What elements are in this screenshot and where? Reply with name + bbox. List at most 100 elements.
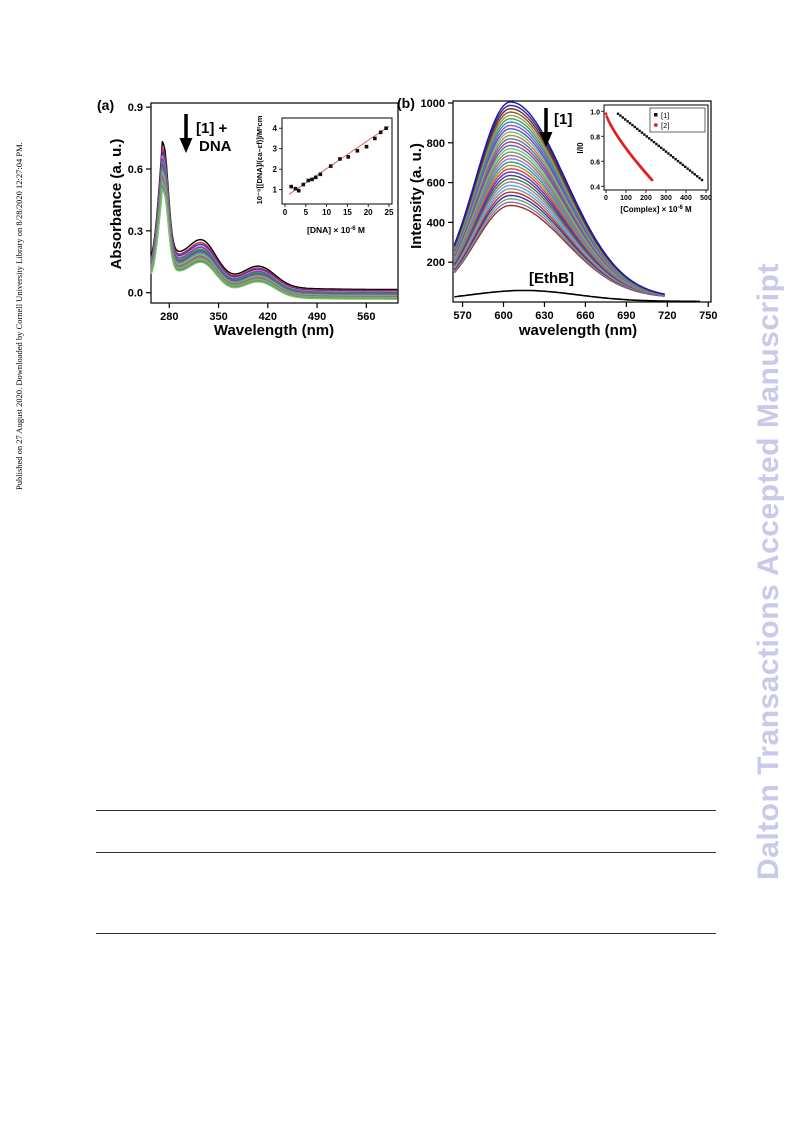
panel-a-ylabel: Absorbance (a. u.) (108, 139, 125, 270)
panel-b-inset-point-series-1 (672, 156, 675, 159)
panel-a-inset-xlabel: [DNA] × 10-6 M (307, 225, 365, 235)
panel-a-inset-point (338, 157, 342, 161)
panel-a-inset-x-tick-label: 15 (343, 208, 352, 217)
panel-a-inset-point (346, 155, 351, 159)
panel-b-inset-point-series-1 (698, 176, 701, 180)
panel-b-ethb-curve (454, 289, 701, 303)
panel-a-annotation-line1: [1] + (196, 120, 228, 137)
panel-b-inset-point-series-1 (700, 178, 704, 182)
panel-b-inset-point-series-1 (633, 125, 636, 129)
panel-b-inset-point-series-1 (693, 173, 696, 176)
panel-a-x-tick-label: 420 (259, 311, 277, 323)
panel-b-y-tick-label: 800 (427, 138, 445, 150)
panel-a-x-tick-label: 490 (308, 311, 326, 323)
panel-b-x-tick-label: 660 (576, 310, 594, 322)
panel-b-inset-x-tick-label: 300 (660, 195, 672, 202)
panel-b-inset-x-tick-label: 0 (604, 195, 608, 202)
panel-a-inset-ylabel: 10⁻⁹[[DNA]/(εa–εf)]/M²cm (255, 115, 264, 204)
panel-a-inset-point (384, 126, 388, 131)
panel-b-inset-point-series-1 (669, 154, 672, 157)
panel-a-inset-y-tick-label: 2 (273, 165, 278, 174)
panel-b-inset-point-series-1 (688, 169, 692, 172)
legend-marker-series-2 (653, 123, 658, 127)
panel-a-y-tick-label: 0.3 (128, 226, 143, 238)
panel-b-inset-point-series-1 (681, 163, 684, 167)
panel-a-x-tick-label: 350 (209, 311, 227, 323)
panel-a-curves (150, 140, 398, 300)
down-arrow-head (179, 138, 193, 153)
panel-b-inset-point-series-1 (624, 118, 627, 121)
panel-b-inset-x-tick-label: 400 (680, 195, 692, 202)
table-top-rule (96, 810, 716, 811)
panel-a-inset-x-tick-label: 10 (322, 208, 331, 217)
table-bottom-rule (96, 933, 716, 934)
panel-b-label: (b) (397, 95, 415, 111)
panel-b-inset-x-tick-label: 100 (620, 195, 632, 202)
panel-b-inset-point-series-1 (664, 150, 668, 153)
panel-b-inset-y-tick-label: 0.4 (590, 184, 600, 191)
panel-b-inset-point-series-1 (638, 129, 641, 132)
panel-a-series-line (150, 140, 398, 291)
panel-a-inset-y-tick-label: 3 (273, 145, 278, 154)
panel-b-inset-point-series-1 (655, 142, 658, 146)
panel-b-inset-ylabel: I/I0 (576, 142, 585, 154)
panel-b-y-tick-label: 1000 (421, 98, 445, 110)
panel-a-inset-point (373, 136, 377, 141)
panel-b-inset-y-tick-label: 0.6 (590, 159, 600, 166)
panel-b-inset-point-series-2 (650, 178, 654, 182)
panel-a-inset-y-tick-label: 1 (273, 186, 278, 195)
panel-b-inset-point-series-1 (657, 144, 660, 148)
panel-b-inset-point-series-1 (619, 114, 622, 117)
panel-b-inset-point-series-2 (604, 112, 608, 116)
legend-box (649, 107, 706, 133)
panel-b-series-line (453, 101, 665, 295)
panel-b-inset-x-tick-label: 500 (700, 195, 712, 202)
panel-a-inset-point (293, 186, 298, 191)
panel-a-y-tick-label: 0.9 (128, 102, 143, 114)
panel-a-inset: 0 5 10 15 20 25 1 2 3 4 [DNA] × 10-6 M 10⁻⁹[[DNA]… (255, 115, 394, 235)
panel-b-x-tick-label: 690 (617, 310, 635, 322)
panel-b-annotation: [1] (554, 111, 572, 128)
legend-label-series-2: [2] (661, 121, 669, 130)
panel-b-frame (452, 100, 712, 303)
panel-b-y-tick-label: 400 (427, 217, 445, 229)
panel-b-inset-x-tick-label: 200 (640, 195, 652, 202)
panel-b: (b) 570 600 630 660 690 720 750 200 400 600 800 100… (397, 95, 717, 339)
panel-b-inset-point-series-1 (631, 123, 634, 127)
panel-b-x-tick-label: 720 (658, 310, 676, 322)
panel-b-inset-point-series-1 (643, 133, 646, 136)
panel-a-inset-point (355, 148, 360, 153)
panel-b-inset-point-series-1 (696, 175, 699, 178)
panel-a-inset-x-tick-label: 20 (364, 208, 373, 217)
panel-a-inset-point (328, 164, 333, 168)
panel-a-label: (a) (97, 97, 114, 113)
panel-b-inset-point-series-1 (662, 148, 665, 151)
panel-b-inset-y-tick-label: 0.8 (590, 134, 600, 141)
panel-a-inset-x-tick-label: 0 (283, 208, 288, 217)
panel-b-curves (453, 101, 701, 303)
down-arrow-head (539, 132, 553, 147)
panel-a-inset-point (364, 144, 369, 149)
panel-a-inset-point (318, 172, 323, 177)
panel-b-inset-point-series-1 (640, 131, 644, 134)
panel-b-inset: 0 100 200 300 400 500 0.4 0.6 0.8 1.0 [Complex] ×… (576, 104, 712, 214)
panel-a-inset-x-tick-label: 25 (385, 208, 394, 217)
panel-b-inset-point-series-1 (636, 127, 639, 131)
panel-b-y-tick-label: 200 (427, 257, 445, 269)
panel-a-inset-point (296, 188, 301, 193)
panel-b-inset-point-series-1 (650, 139, 653, 142)
panel-b-inset-content: 0 100 200 300 400 500 0.4 0.6 0.8 1.0 (590, 109, 712, 202)
panel-a-inset-x-tick-label: 5 (304, 208, 309, 217)
panel-b-inset-point-series-1 (645, 135, 648, 138)
panel-b-inset-point-series-1 (628, 122, 632, 125)
panel-a-y-tick-label: 0.0 (128, 288, 143, 300)
legend-label-series-1: [1] (661, 111, 669, 120)
panel-b-inset-point-series-1 (660, 146, 663, 150)
panel-a-x-tick-label: 280 (160, 311, 178, 323)
panel-a-inset-point (310, 177, 314, 182)
panel-a-xlabel: Wavelength (nm) (214, 322, 334, 339)
